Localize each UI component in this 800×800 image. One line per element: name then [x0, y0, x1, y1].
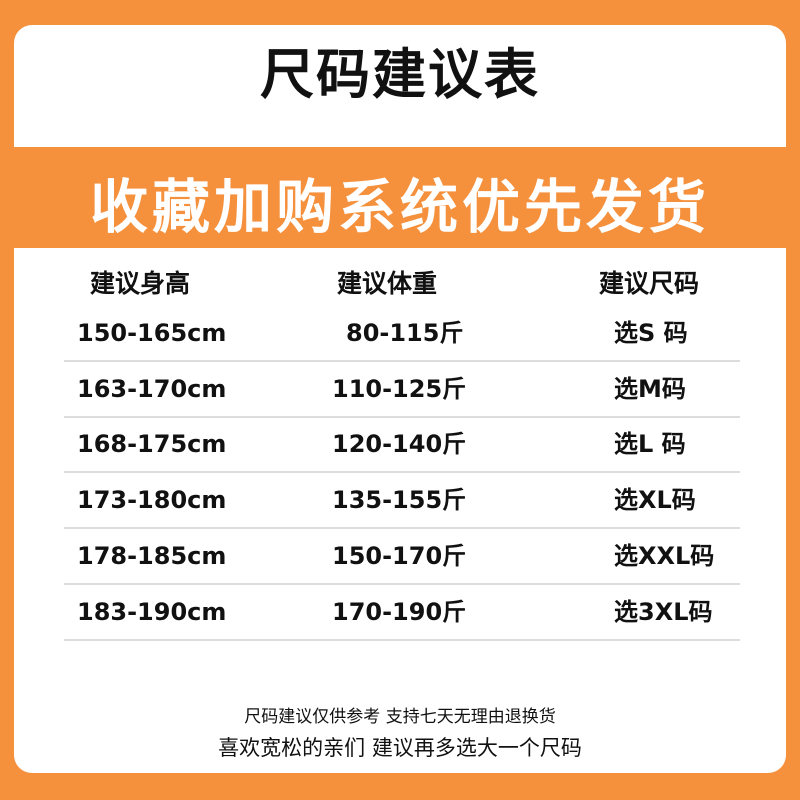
weight-cell: 135-155斤 — [332, 486, 467, 514]
weight-cell: 150-170斤 — [332, 542, 467, 570]
row-divider — [64, 639, 740, 641]
table-row: 183-190cm 170-190斤 选3XL码 — [0, 584, 800, 640]
weight-cell: 80-115斤 — [346, 319, 464, 347]
header-height: 建议身高 — [90, 269, 191, 298]
height-cell: 163-170cm — [77, 375, 227, 403]
header-size: 建议尺码 — [599, 269, 700, 298]
table-row: 150-165cm 80-115斤 选S 码 — [0, 305, 800, 361]
weight-cell: 170-190斤 — [332, 598, 467, 626]
weight-cell: 120-140斤 — [332, 430, 467, 458]
title-card — [14, 25, 786, 147]
table-row: 178-185cm 150-170斤 选XXL码 — [0, 528, 800, 584]
size-cell: 选L 码 — [614, 430, 686, 458]
promo-banner: 收藏加购系统优先发货 — [89, 173, 710, 241]
size-table-card — [14, 248, 786, 773]
size-cell: 选S 码 — [614, 319, 688, 347]
height-cell: 150-165cm — [77, 319, 227, 347]
row-divider — [64, 360, 740, 362]
size-cell: 选XL码 — [614, 486, 696, 514]
table-row: 168-175cm 120-140斤 选L 码 — [0, 416, 800, 472]
row-divider — [64, 416, 740, 418]
table-row: 163-170cm 110-125斤 选M码 — [0, 361, 800, 417]
height-cell: 183-190cm — [77, 598, 227, 626]
height-cell: 168-175cm — [77, 430, 227, 458]
size-cell: 选M码 — [614, 375, 686, 403]
row-divider — [64, 583, 740, 585]
table-row: 173-180cm 135-155斤 选XL码 — [0, 472, 800, 528]
size-cell: 选3XL码 — [614, 598, 713, 626]
row-divider — [64, 471, 740, 473]
row-divider — [64, 527, 740, 529]
footer-note: 尺码建议仅供参考 支持七天无理由退换货 — [244, 707, 556, 727]
size-cell: 选XXL码 — [614, 542, 715, 570]
header-weight: 建议体重 — [337, 269, 438, 298]
footer-advice: 喜欢宽松的亲们 建议再多选大一个尺码 — [218, 736, 582, 760]
weight-cell: 110-125斤 — [332, 375, 467, 403]
height-cell: 173-180cm — [77, 486, 227, 514]
page-title: 尺码建议表 — [260, 43, 540, 106]
height-cell: 178-185cm — [77, 542, 227, 570]
